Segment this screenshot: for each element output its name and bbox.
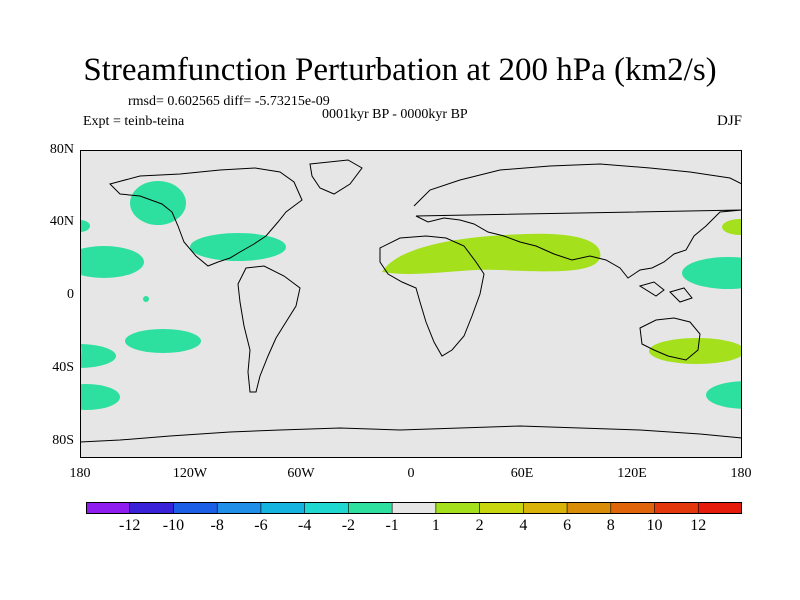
colorbar-label: -1 [385,517,399,534]
lon-label-120w: 120W [172,466,208,481]
colorbar-cell [86,502,131,514]
positive-anomalies [80,219,742,364]
lon-label-60w: 60W [287,466,315,481]
neg-anomaly-s-southwest [80,384,120,410]
plot-title: Streamfunction Perturbation at 200 hPa (… [83,52,717,88]
colorbar-cell [173,502,218,514]
lat-label-80s: 80S [52,433,74,448]
neg-anomaly-gulf-region [190,233,286,261]
lon-label-60e: 60E [510,466,534,481]
pos-anomaly-npacific-east [722,219,742,235]
colorbar-cell [260,502,306,514]
colorbar-label: 1 [431,517,440,534]
neg-anomaly-wpacific [682,257,742,289]
colorbar-cell [523,502,568,514]
coast-maritime-islands [638,281,693,303]
period-label: 0001kyr BP - 0000kyr BP [322,107,468,122]
coast-south-america [237,265,301,393]
pos-anomaly-australia [649,338,742,364]
colorbar-cell [304,502,349,514]
colorbar-cell [697,502,742,514]
map-panel [80,150,742,458]
colorbar-cells [86,502,742,514]
colorbar-cell [348,502,393,514]
colorbar-cell [435,502,481,514]
colorbar-label: 8 [606,517,615,534]
coast-africa [379,235,485,357]
lat-label-80n: 80N [49,142,74,157]
colorbar-label: 12 [690,517,707,534]
map-frame [80,150,742,458]
coast-north-america [109,167,303,267]
colorbar-cell [654,502,699,514]
season-label: DJF [716,113,742,129]
neg-anomaly-pacific-subtropic [80,246,144,278]
colorbar-cell [391,502,437,514]
neg-anomaly-spacific [125,329,201,353]
colorbar-label: -6 [254,517,268,534]
coast-greenland [309,159,363,195]
colorbar-cell [566,502,612,514]
coast-australia [639,317,701,361]
colorbar-label: -8 [210,517,224,534]
lon-label-120e: 120E [617,466,647,481]
negative-anomalies [80,181,742,410]
colorbar-cell [610,502,656,514]
neg-anomaly-west-edge [80,220,90,232]
experiment-label: Expt = teinb-teina [83,114,185,129]
colorbar-label: -12 [119,517,141,534]
lat-label-40s: 40S [52,360,74,375]
pos-anomaly-africa-asia [382,233,601,274]
neg-anomaly-dot [143,296,149,302]
colorbar-label: 10 [646,517,663,534]
colorbar-cell [129,502,175,514]
coast-antarctica [80,425,742,443]
lon-label-180e: 180 [730,466,752,481]
colorbar-label: -10 [162,517,185,534]
colorbar-label: -4 [297,517,312,534]
neg-anomaly-s-east [706,381,742,409]
map-background [80,150,742,458]
colorbar [86,502,742,514]
colorbar-label: 2 [475,517,484,534]
colorbar-label: -2 [341,517,356,534]
coast-eurasia [413,163,742,279]
colorbar-label: 4 [519,517,528,534]
coastlines [80,159,742,443]
lat-label-equator: 0 [67,287,74,302]
lon-label-0: 0 [407,466,415,481]
lon-label-180w: 180 [69,466,91,481]
colorbar-cell [216,502,262,514]
lat-label-40n: 40N [49,214,74,229]
colorbar-label: 6 [563,517,572,534]
colorbar-frame [86,502,742,514]
neg-anomaly-s-west [80,344,116,368]
stats-line: rmsd= 0.602565 diff= -5.73215e-09 [128,94,330,109]
colorbar-cell [479,502,524,514]
